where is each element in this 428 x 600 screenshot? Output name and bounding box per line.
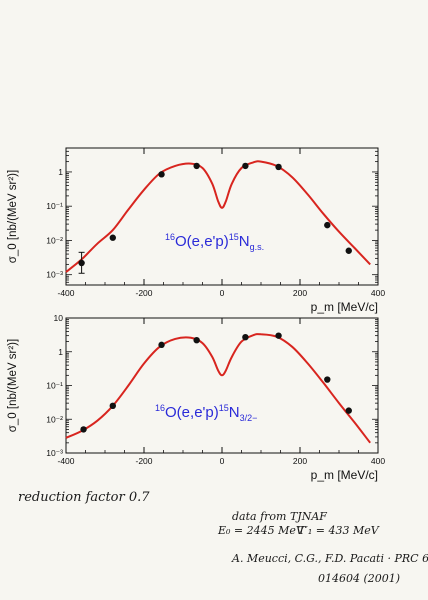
data-point: [158, 171, 165, 178]
x-tick-label: -400: [57, 456, 74, 466]
reaction-label-text: O(e,e'p): [175, 233, 229, 250]
x-tick-label: 0: [220, 288, 225, 298]
reaction-label-superscript: 15: [219, 403, 229, 413]
data-point: [345, 407, 352, 414]
reaction-label-superscript: 15: [229, 232, 239, 242]
data-point: [193, 336, 200, 344]
data-point: [109, 402, 117, 410]
y-axis-label: σ_0 [nb/(MeV sr²)]: [7, 339, 19, 432]
x-tick-label: -200: [135, 456, 152, 466]
x-tick-label: 200: [293, 288, 307, 298]
data-point: [78, 259, 85, 267]
x-tick-label: 400: [371, 456, 385, 466]
x-tick-label: -200: [135, 288, 152, 298]
y-tick-label: 10⁻²: [46, 235, 63, 245]
plot-frame: [65, 147, 379, 286]
y-tick-label: 10⁻³: [46, 448, 63, 458]
data-point: [80, 426, 87, 433]
y-tick-label: 10⁻¹: [46, 381, 63, 391]
plot-frame: [65, 317, 379, 454]
reference-authors-note: A. Meucci, C.G., F.D. Pacati · PRC 64: [231, 552, 428, 565]
x-tick-label: 200: [293, 456, 307, 466]
reaction-label-subscript: g.s.: [250, 242, 265, 252]
reference-issue-note: 014604 (2001): [318, 572, 400, 585]
data-point: [193, 162, 200, 170]
reaction-label: 16O(e,e'p)15N3/2−: [155, 403, 257, 423]
data-point: [275, 332, 282, 339]
chart-2: -400 -200 0 200 400 10 1 10⁻¹ 10⁻² 10⁻³ p_m [MeV/c…: [7, 313, 385, 482]
reaction-label-superscript: 16: [155, 403, 165, 413]
chart-1: -400 -200 0 200 400 1 10⁻¹ 10⁻² 10⁻³ p_m [MeV/c] σ…: [7, 147, 385, 314]
beam-energy-note: E₀ = 2445 MeV: [217, 524, 305, 537]
kinetic-energy-note: T′₁ = 433 MeV: [298, 524, 380, 537]
data-point: [275, 163, 282, 171]
x-axis-label: p_m [MeV/c]: [311, 468, 378, 482]
data-point: [109, 234, 117, 241]
data-point: [158, 341, 165, 349]
y-axis-label: σ_0 [nb/(MeV sr²)]: [7, 170, 19, 263]
data-point: [324, 376, 331, 383]
reaction-label-text: N: [239, 233, 250, 250]
y-tick-label: 10⁻¹: [46, 201, 63, 211]
y-tick-label: 10⁻²: [46, 414, 63, 424]
reduction-factor-note: reduction factor 0.7: [18, 490, 150, 505]
y-tick-label: 10: [54, 313, 64, 323]
model-curve: [65, 333, 371, 444]
data-source-note: data from TJNAF: [232, 510, 327, 523]
data-point: [242, 162, 249, 170]
handwritten-notes: reduction factor 0.7 data from TJNAF E₀ …: [18, 490, 428, 585]
reaction-label-subscript: 3/2−: [240, 413, 258, 423]
model-curve: [65, 160, 371, 273]
reaction-label-text: N: [229, 404, 240, 421]
y-tick-label: 1: [58, 167, 63, 177]
reaction-label-text: O(e,e'p): [165, 404, 219, 421]
reaction-label: 16O(e,e'p)15Ng.s.: [165, 232, 264, 252]
data-point: [242, 333, 249, 341]
x-axis-label: p_m [MeV/c]: [311, 300, 378, 314]
x-tick-label: 0: [220, 456, 225, 466]
x-tick-label: -400: [57, 288, 74, 298]
data-point: [345, 247, 352, 254]
reaction-label-superscript: 16: [165, 232, 175, 242]
x-tick-label: 400: [371, 288, 385, 298]
y-tick-label: 1: [58, 347, 63, 357]
data-point: [324, 221, 331, 229]
y-tick-label: 10⁻³: [46, 270, 63, 280]
